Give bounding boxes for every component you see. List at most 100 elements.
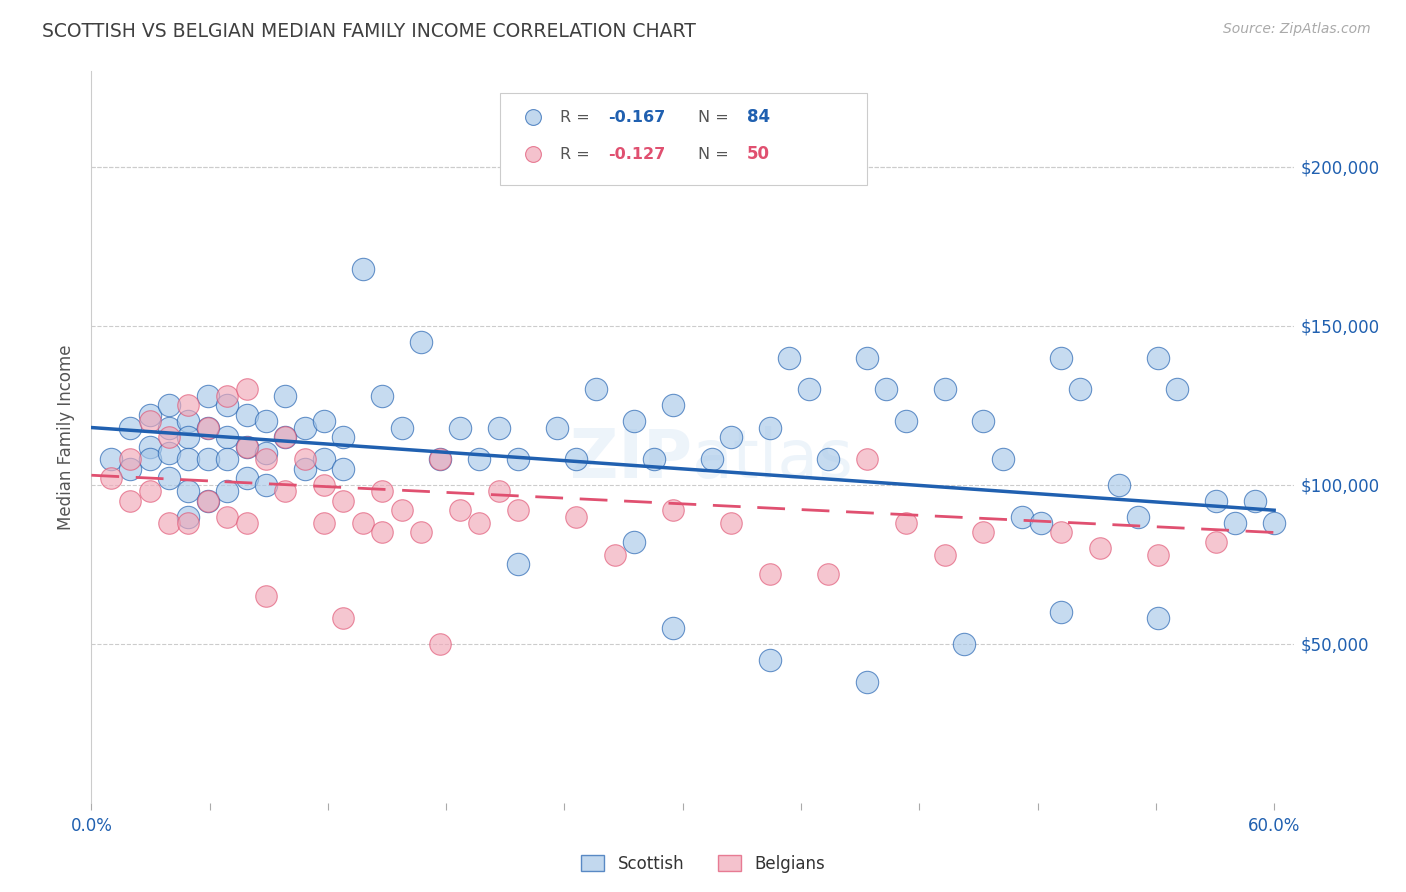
Point <box>468 516 491 530</box>
Point <box>1225 516 1247 530</box>
Point <box>1031 516 1053 530</box>
Text: 50: 50 <box>747 145 769 163</box>
Point <box>1205 493 1227 508</box>
Point <box>429 452 451 467</box>
Point <box>759 420 782 434</box>
Point <box>197 493 219 508</box>
Point <box>449 420 471 434</box>
Point <box>274 389 297 403</box>
Point <box>294 420 316 434</box>
Y-axis label: Median Family Income: Median Family Income <box>58 344 76 530</box>
Point <box>449 503 471 517</box>
Point <box>312 477 335 491</box>
Point <box>177 516 200 530</box>
Point <box>972 525 994 540</box>
Point <box>235 471 257 485</box>
Point <box>1146 351 1168 365</box>
Point <box>643 452 665 467</box>
Point <box>157 516 180 530</box>
Point <box>294 462 316 476</box>
Point <box>1146 548 1168 562</box>
Point <box>254 414 277 428</box>
Point <box>1243 493 1265 508</box>
Point <box>235 440 257 454</box>
Point <box>506 452 529 467</box>
Point <box>894 414 917 428</box>
Point <box>409 334 432 349</box>
Point <box>138 414 160 428</box>
Point <box>177 452 200 467</box>
Point <box>488 484 510 499</box>
Point <box>294 452 316 467</box>
Text: R =: R = <box>560 110 595 125</box>
Point <box>1166 383 1188 397</box>
Legend: Scottish, Belgians: Scottish, Belgians <box>574 848 832 880</box>
Text: ZIP: ZIP <box>571 426 692 492</box>
Point <box>792 796 814 810</box>
FancyBboxPatch shape <box>501 94 866 185</box>
Point <box>623 414 645 428</box>
Point <box>991 452 1014 467</box>
Point <box>603 548 626 562</box>
Point <box>177 484 200 499</box>
Point <box>792 796 814 810</box>
Point <box>100 471 122 485</box>
Point <box>120 452 142 467</box>
Text: -0.127: -0.127 <box>609 146 665 161</box>
Point <box>254 477 277 491</box>
Point <box>565 452 588 467</box>
Point <box>177 414 200 428</box>
Point <box>391 503 413 517</box>
Point <box>254 446 277 460</box>
Point <box>488 420 510 434</box>
Point <box>972 414 994 428</box>
Point <box>546 420 568 434</box>
Point <box>197 420 219 434</box>
Point <box>352 516 374 530</box>
Point <box>1050 525 1073 540</box>
Point <box>585 383 607 397</box>
Text: N =: N = <box>699 146 734 161</box>
Point <box>391 420 413 434</box>
Text: R =: R = <box>560 146 595 161</box>
Point <box>235 408 257 422</box>
Point <box>100 452 122 467</box>
Point <box>197 493 219 508</box>
Point <box>700 452 723 467</box>
Point <box>177 430 200 444</box>
Point <box>274 484 297 499</box>
Point <box>197 452 219 467</box>
Point <box>157 398 180 412</box>
Point <box>235 440 257 454</box>
Point <box>1263 516 1285 530</box>
Point <box>120 462 142 476</box>
Point <box>332 493 354 508</box>
Point <box>371 484 394 499</box>
Point <box>217 452 239 467</box>
Point <box>759 566 782 581</box>
Point <box>1011 509 1033 524</box>
Text: SCOTTISH VS BELGIAN MEDIAN FAMILY INCOME CORRELATION CHART: SCOTTISH VS BELGIAN MEDIAN FAMILY INCOME… <box>42 22 696 41</box>
Point <box>468 452 491 467</box>
Point <box>1205 535 1227 549</box>
Point <box>217 509 239 524</box>
Point <box>875 383 897 397</box>
Point <box>138 452 160 467</box>
Point <box>235 383 257 397</box>
Point <box>1050 351 1073 365</box>
Point <box>1108 477 1130 491</box>
Point <box>429 637 451 651</box>
Point <box>312 452 335 467</box>
Point <box>120 420 142 434</box>
Point <box>352 261 374 276</box>
Point <box>177 509 200 524</box>
Point <box>120 493 142 508</box>
Point <box>274 430 297 444</box>
Point <box>720 430 742 444</box>
Text: 84: 84 <box>747 109 769 127</box>
Point <box>856 452 879 467</box>
Point <box>197 420 219 434</box>
Point <box>409 525 432 540</box>
Point <box>506 558 529 572</box>
Point <box>217 484 239 499</box>
